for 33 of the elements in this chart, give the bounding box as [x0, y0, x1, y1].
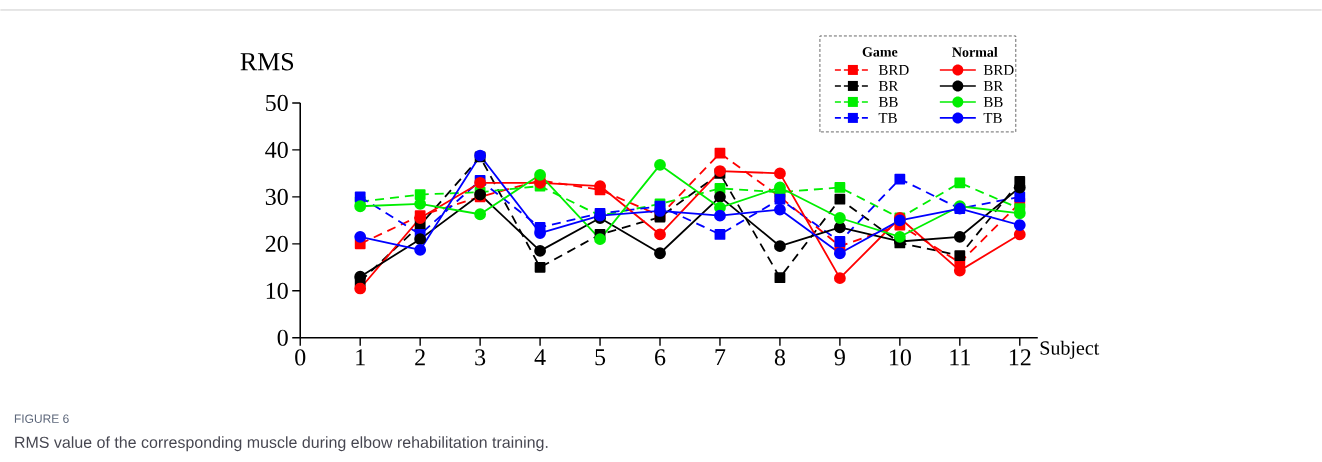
text: RMS value of the corresponding muscle during elbow rehabilitation training.	[15, 436, 548, 452]
legend-label: BB	[983, 97, 1003, 107]
x-tick-label: 1	[356, 349, 365, 366]
x-tick-label: 3	[475, 349, 486, 366]
x-tick-label: 9	[834, 349, 845, 366]
y-tick-label: 50	[266, 94, 288, 112]
x-tick-label: 2	[415, 349, 425, 366]
x-tick-label: 0	[295, 349, 306, 366]
y-tick-label: 20	[265, 235, 288, 253]
x-tick-label: 6	[655, 349, 666, 366]
y-tick-label: 0	[277, 329, 288, 347]
legend-label: BR	[983, 81, 1004, 92]
legend-label: TB	[983, 113, 1002, 123]
legend-label: BRD	[878, 65, 909, 76]
x-tick-label: 12	[1009, 349, 1031, 366]
x-tick-label: 10	[889, 349, 911, 366]
x-axis-title: Subject	[1040, 340, 1100, 359]
caption: FIGURE 6	[14, 414, 69, 424]
x-tick-label: 4	[534, 349, 546, 366]
legend-label: BR	[878, 81, 899, 92]
y-tick-label: 30	[265, 188, 288, 206]
x-tick-label: 11	[950, 349, 970, 366]
y-tick-label: 10	[266, 282, 288, 300]
x-tick-label: 5	[595, 349, 606, 366]
legend-label: BB	[878, 97, 898, 107]
text: Game	[862, 47, 898, 57]
x-tick-label: 8	[774, 349, 786, 366]
legend-label: TB	[878, 113, 897, 123]
y-tick-label: 40	[265, 141, 288, 159]
legend-label: BRD	[983, 65, 1014, 76]
text: Normal	[952, 47, 998, 58]
y-axis-title: RMS	[240, 53, 294, 71]
x-tick-label: 7	[715, 349, 726, 366]
